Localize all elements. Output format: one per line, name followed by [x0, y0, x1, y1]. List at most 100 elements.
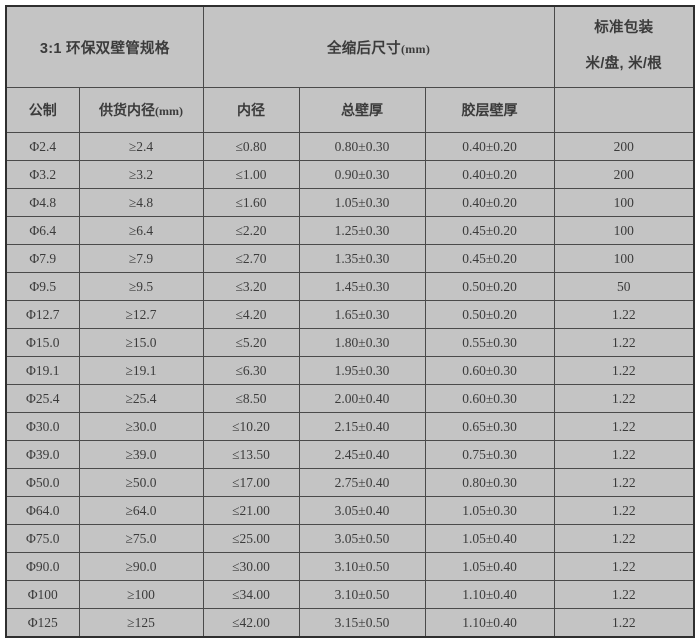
- header-standard-packaging-group: 标准包装米/盘, 米/根: [553, 5, 695, 88]
- cell-supply-inner-diameter: ≥64.0: [78, 496, 204, 525]
- table-row: Φ75.0 ≥75.0 ≤25.00 3.05±0.50 1.05±0.40 1.22: [5, 524, 695, 553]
- cell-standard-packaging: 1.22: [553, 524, 695, 553]
- cell-total-wall-thickness: 3.05±0.40: [298, 496, 426, 525]
- cell-inner-diameter: ≤3.20: [202, 272, 300, 301]
- cell-metric: Φ7.9: [5, 244, 80, 273]
- header-supply-label: 供货内径: [99, 102, 156, 118]
- cell-supply-inner-diameter: ≥100: [78, 580, 204, 609]
- table-row: Φ12.7 ≥12.7 ≤4.20 1.65±0.30 0.50±0.20 1.22: [5, 300, 695, 329]
- cell-standard-packaging: 100: [553, 244, 695, 273]
- cell-total-wall-thickness: 0.90±0.30: [298, 160, 426, 189]
- cell-total-wall-thickness: 3.15±0.50: [298, 608, 426, 638]
- table-row: Φ2.4 ≥2.4 ≤0.80 0.80±0.30 0.40±0.20 200: [5, 132, 695, 161]
- table-row: Φ4.8 ≥4.8 ≤1.60 1.05±0.30 0.40±0.20 100: [5, 188, 695, 217]
- cell-inner-diameter: ≤8.50: [202, 384, 300, 413]
- header-shrunk-label: 全缩后尺寸: [326, 40, 401, 57]
- cell-metric: Φ90.0: [5, 552, 80, 581]
- cell-inner-diameter: ≤2.70: [202, 244, 300, 273]
- cell-adhesive-wall-thickness: 1.05±0.40: [424, 524, 555, 553]
- cell-adhesive-wall-thickness: 0.60±0.30: [424, 356, 555, 385]
- header-packaging-title: 标准包装: [594, 20, 654, 37]
- cell-inner-diameter: ≤30.00: [202, 552, 300, 581]
- cell-adhesive-wall-thickness: 0.80±0.30: [424, 468, 555, 497]
- cell-metric: Φ125: [5, 608, 80, 638]
- cell-inner-diameter: ≤4.20: [202, 300, 300, 329]
- cell-inner-diameter: ≤6.30: [202, 356, 300, 385]
- cell-adhesive-wall-thickness: 0.40±0.20: [424, 160, 555, 189]
- table-row: Φ6.4 ≥6.4 ≤2.20 1.25±0.30 0.45±0.20 100: [5, 216, 695, 245]
- cell-adhesive-wall-thickness: 0.40±0.20: [424, 132, 555, 161]
- cell-metric: Φ39.0: [5, 440, 80, 469]
- header-total-wall-thickness: 总壁厚: [298, 87, 426, 133]
- header-supply-unit: (mm): [155, 104, 183, 118]
- table-header: 3:1 环保双壁管规格 全缩后尺寸(mm) 标准包装 米/盘, 米/根 公制 供货…: [5, 5, 695, 133]
- cell-supply-inner-diameter: ≥30.0: [78, 412, 204, 441]
- cell-adhesive-wall-thickness: 1.05±0.40: [424, 552, 555, 581]
- cell-total-wall-thickness: 3.10±0.50: [298, 580, 426, 609]
- cell-metric: Φ4.8: [5, 188, 80, 217]
- table-row: Φ90.0 ≥90.0 ≤30.00 3.10±0.50 1.05±0.40 1.22: [5, 552, 695, 581]
- cell-total-wall-thickness: 2.45±0.40: [298, 440, 426, 469]
- cell-supply-inner-diameter: ≥19.1: [78, 356, 204, 385]
- cell-supply-inner-diameter: ≥25.4: [78, 384, 204, 413]
- table-row: Φ125 ≥125 ≤42.00 3.15±0.50 1.10±0.40 1.22: [5, 608, 695, 638]
- heat-shrink-tube-spec-table: 3:1 环保双壁管规格 全缩后尺寸(mm) 标准包装 米/盘, 米/根 公制 供货…: [5, 5, 696, 638]
- cell-total-wall-thickness: 1.95±0.30: [298, 356, 426, 385]
- cell-adhesive-wall-thickness: 0.60±0.30: [424, 384, 555, 413]
- cell-inner-diameter: ≤1.60: [202, 188, 300, 217]
- cell-standard-packaging: 100: [553, 188, 695, 217]
- cell-total-wall-thickness: 1.35±0.30: [298, 244, 426, 273]
- cell-adhesive-wall-thickness: 0.45±0.20: [424, 216, 555, 245]
- table-row: Φ3.2 ≥3.2 ≤1.00 0.90±0.30 0.40±0.20 200: [5, 160, 695, 189]
- cell-metric: Φ64.0: [5, 496, 80, 525]
- cell-total-wall-thickness: 3.05±0.50: [298, 524, 426, 553]
- cell-standard-packaging: 50: [553, 272, 695, 301]
- cell-adhesive-wall-thickness: 0.45±0.20: [424, 244, 555, 273]
- cell-total-wall-thickness: 2.15±0.40: [298, 412, 426, 441]
- cell-standard-packaging: 200: [553, 160, 695, 189]
- cell-inner-diameter: ≤10.20: [202, 412, 300, 441]
- cell-metric: Φ30.0: [5, 412, 80, 441]
- cell-total-wall-thickness: 2.75±0.40: [298, 468, 426, 497]
- cell-metric: Φ6.4: [5, 216, 80, 245]
- table-row: Φ64.0 ≥64.0 ≤21.00 3.05±0.40 1.05±0.30 1.22: [5, 496, 695, 525]
- table-row: Φ19.1 ≥19.1 ≤6.30 1.95±0.30 0.60±0.30 1.22: [5, 356, 695, 385]
- cell-inner-diameter: ≤17.00: [202, 468, 300, 497]
- header-metric: 公制: [5, 87, 80, 133]
- cell-total-wall-thickness: 0.80±0.30: [298, 132, 426, 161]
- cell-supply-inner-diameter: ≥15.0: [78, 328, 204, 357]
- cell-supply-inner-diameter: ≥39.0: [78, 440, 204, 469]
- cell-inner-diameter: ≤13.50: [202, 440, 300, 469]
- cell-total-wall-thickness: 1.45±0.30: [298, 272, 426, 301]
- table-row: Φ7.9 ≥7.9 ≤2.70 1.35±0.30 0.45±0.20 100: [5, 244, 695, 273]
- spec-table-container: 3:1 环保双壁管规格 全缩后尺寸(mm) 标准包装 米/盘, 米/根 公制 供货…: [5, 5, 696, 638]
- cell-inner-diameter: ≤1.00: [202, 160, 300, 189]
- cell-supply-inner-diameter: ≥90.0: [78, 552, 204, 581]
- header-shrunk-unit: (mm): [400, 41, 431, 56]
- cell-adhesive-wall-thickness: 0.40±0.20: [424, 188, 555, 217]
- header-packaging-units: 米/盘, 米/根: [585, 56, 663, 72]
- table-row: Φ39.0 ≥39.0 ≤13.50 2.45±0.40 0.75±0.30 1.22: [5, 440, 695, 469]
- header-row-sub: 公制 供货内径(mm) 内径 总壁厚 胶层壁厚: [5, 87, 695, 133]
- table-row: Φ50.0 ≥50.0 ≤17.00 2.75±0.40 0.80±0.30 1.22: [5, 468, 695, 497]
- cell-total-wall-thickness: 1.05±0.30: [298, 188, 426, 217]
- cell-metric: Φ100: [5, 580, 80, 609]
- cell-metric: Φ25.4: [5, 384, 80, 413]
- cell-inner-diameter: ≤5.20: [202, 328, 300, 357]
- table-row: Φ100 ≥100 ≤34.00 3.10±0.50 1.10±0.40 1.22: [5, 580, 695, 609]
- cell-standard-packaging: 1.22: [553, 328, 695, 357]
- table-row: Φ15.0 ≥15.0 ≤5.20 1.80±0.30 0.55±0.30 1.22: [5, 328, 695, 357]
- cell-metric: Φ75.0: [5, 524, 80, 553]
- table-body: Φ2.4 ≥2.4 ≤0.80 0.80±0.30 0.40±0.20 200 Φ3.2 ≥3…: [5, 132, 695, 638]
- cell-standard-packaging: 1.22: [553, 496, 695, 525]
- cell-supply-inner-diameter: ≥125: [78, 608, 204, 638]
- cell-metric: Φ9.5: [5, 272, 80, 301]
- cell-supply-inner-diameter: ≥2.4: [78, 132, 204, 161]
- cell-metric: Φ12.7: [5, 300, 80, 329]
- header-row-top: 3:1 环保双壁管规格 全缩后尺寸(mm) 标准包装 米/盘, 米/根: [5, 5, 695, 88]
- cell-standard-packaging: 1.22: [553, 300, 695, 329]
- cell-adhesive-wall-thickness: 0.75±0.30: [424, 440, 555, 469]
- cell-standard-packaging: 1.22: [553, 468, 695, 497]
- cell-supply-inner-diameter: ≥50.0: [78, 468, 204, 497]
- cell-inner-diameter: ≤0.80: [202, 132, 300, 161]
